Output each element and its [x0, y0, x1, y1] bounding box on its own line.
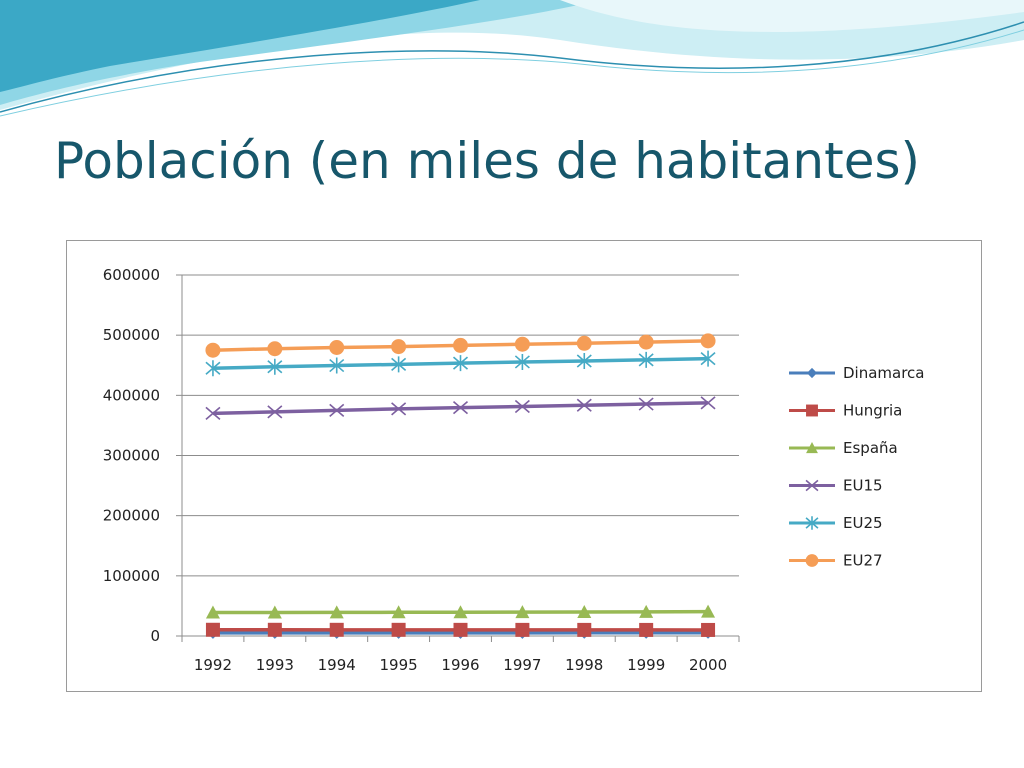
data-point [205, 622, 220, 637]
data-point [515, 622, 530, 637]
x-tick-label: 1997 [503, 656, 541, 674]
series-eu25 [205, 350, 716, 377]
legend-label: EU15 [843, 477, 883, 495]
y-tick-label: 600000 [103, 266, 160, 284]
x-tick-label: 1994 [318, 656, 356, 674]
data-point [639, 622, 654, 637]
data-point [329, 605, 344, 619]
data-point [576, 353, 592, 370]
data-point [329, 622, 344, 637]
data-point [452, 401, 469, 415]
data-point [205, 342, 221, 358]
legend-marker [805, 554, 819, 567]
data-point [701, 604, 716, 618]
y-tick-label: 400000 [103, 386, 160, 404]
data-point [515, 605, 530, 619]
legend-label: Hungria [843, 402, 902, 420]
slide-title: Población (en miles de habitantes) [54, 132, 921, 190]
data-point [638, 334, 654, 350]
data-point [267, 405, 283, 419]
legend-entry: Dinamarca [789, 364, 925, 382]
header-wave-decoration [0, 0, 1024, 117]
data-point [267, 622, 282, 637]
series-eu15 [205, 396, 716, 420]
data-point [577, 604, 592, 618]
legend-marker [806, 404, 818, 417]
legend-entry: EU25 [789, 514, 883, 532]
legend-entry: Hungria [789, 402, 902, 420]
data-point [391, 402, 407, 416]
data-point [205, 406, 221, 420]
data-point [638, 351, 654, 368]
data-point [514, 336, 530, 352]
x-tick-label: 1992 [194, 656, 232, 674]
chart-frame: 0 100000 200000 300000 400000 500000 600000 199… [66, 240, 982, 692]
data-point [329, 357, 345, 374]
data-point [267, 605, 282, 619]
legend-label: EU27 [843, 552, 883, 570]
y-tick-label: 100000 [103, 567, 160, 585]
data-point [453, 605, 468, 619]
data-point [205, 360, 221, 377]
series-eu27 [205, 333, 716, 358]
x-tick-label: 1996 [441, 656, 479, 674]
legend-marker [805, 479, 819, 492]
legend: Dinamarca Hungria España EU15 EU25 EU27 [789, 364, 925, 570]
x-tick-label: 1993 [256, 656, 294, 674]
y-tick-label: 200000 [103, 507, 160, 525]
data-point [329, 340, 345, 356]
data-point [453, 337, 468, 353]
gridlines [182, 274, 739, 577]
series-hungria [205, 622, 716, 637]
x-tick-label: 1995 [380, 656, 418, 674]
y-tick-label: 500000 [103, 326, 160, 344]
y-tick-label: 300000 [103, 447, 160, 465]
data-point [700, 333, 716, 349]
legend-label: EU25 [843, 514, 883, 532]
legend-marker [806, 442, 818, 454]
data-point [514, 399, 530, 414]
data-point [576, 335, 592, 351]
x-tick-label: 2000 [689, 656, 727, 674]
legend-label: España [843, 439, 898, 457]
data-point [701, 622, 716, 637]
data-point [391, 356, 407, 373]
legend-marker [805, 516, 819, 530]
data-point [638, 397, 654, 411]
data-point [329, 403, 345, 417]
data-point [453, 622, 468, 637]
data-point [639, 604, 654, 618]
legend-label: Dinamarca [843, 364, 925, 382]
data-point [576, 398, 592, 412]
data-point [700, 396, 716, 410]
data-point [514, 353, 530, 370]
line-chart: 0 100000 200000 300000 400000 500000 600000 199… [103, 266, 925, 674]
data-point [391, 622, 406, 637]
legend-entry: EU27 [789, 552, 883, 570]
data-point [452, 355, 469, 372]
y-tick-label: 0 [150, 627, 160, 645]
data-point [267, 358, 283, 375]
data-point [267, 341, 283, 357]
data-point [205, 605, 220, 619]
x-tick-label: 1998 [565, 656, 603, 674]
x-tick-label: 1999 [627, 656, 665, 674]
series-lines [205, 333, 716, 639]
series-espa-a [205, 604, 716, 619]
legend-entry: España [789, 439, 898, 457]
data-point [391, 339, 407, 355]
data-point [700, 350, 716, 367]
data-point [391, 605, 406, 619]
data-point [577, 622, 592, 637]
legend-entry: EU15 [789, 477, 883, 495]
legend-marker [806, 367, 818, 379]
